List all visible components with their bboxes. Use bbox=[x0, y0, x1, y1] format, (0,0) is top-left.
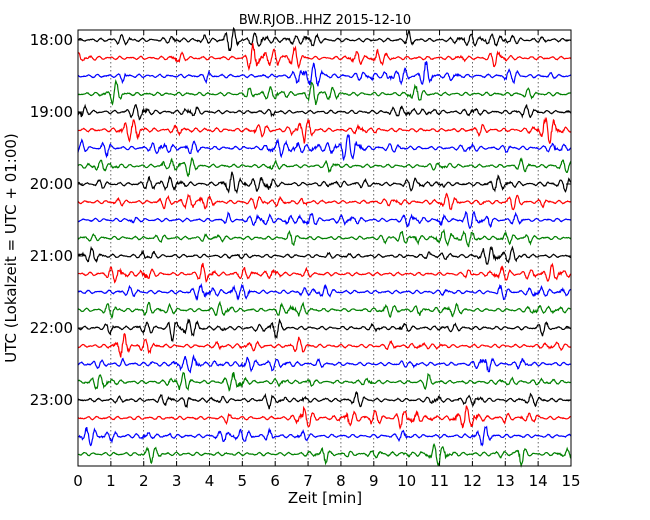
x-tick-label: 8 bbox=[336, 472, 346, 490]
seismogram-trace bbox=[77, 78, 572, 106]
seismogram-trace bbox=[77, 354, 572, 374]
seismogram-trace bbox=[77, 318, 572, 343]
x-tick-label: 9 bbox=[369, 472, 379, 490]
x-tick-label: 13 bbox=[496, 472, 515, 490]
y-tick-label: 21:00 bbox=[30, 247, 73, 265]
seismogram-trace bbox=[77, 192, 572, 211]
x-tick-label: 15 bbox=[561, 472, 580, 490]
seismogram-trace bbox=[77, 405, 572, 430]
seismogram-trace bbox=[77, 300, 572, 319]
seismogram-trace bbox=[77, 43, 572, 72]
chart-title: BW.RJOB..HHZ 2015-12-10 bbox=[239, 13, 411, 28]
seismogram-trace bbox=[77, 61, 572, 87]
y-tick-label: 22:00 bbox=[30, 319, 73, 337]
x-tick-label: 11 bbox=[430, 472, 449, 490]
seismogram-trace bbox=[77, 245, 572, 265]
x-tick-label: 12 bbox=[463, 472, 482, 490]
x-tick-label: 4 bbox=[205, 472, 215, 490]
seismogram-trace bbox=[77, 390, 572, 410]
seismogram-trace bbox=[77, 210, 572, 229]
y-tick-label: 18:00 bbox=[30, 31, 73, 49]
x-tick-label: 2 bbox=[139, 472, 149, 490]
x-tick-label: 0 bbox=[73, 472, 83, 490]
x-tick-label: 10 bbox=[397, 472, 416, 490]
seismogram-trace bbox=[77, 133, 572, 162]
seismogram-trace bbox=[77, 262, 572, 284]
x-tick-label: 14 bbox=[529, 472, 548, 490]
x-axis: 0 1 2 3 4 5 6 7 8 9 10 11 12 13 14 15 bbox=[73, 30, 581, 490]
seismogram-trace bbox=[77, 103, 572, 121]
x-tick-label: 3 bbox=[172, 472, 182, 490]
x-tick-label: 1 bbox=[106, 472, 116, 490]
x-tick-label: 7 bbox=[303, 472, 313, 490]
seismogram-trace bbox=[77, 171, 572, 195]
x-axis-label: Zeit [min] bbox=[288, 489, 362, 507]
seismogram-trace bbox=[77, 26, 572, 52]
seismogram-trace bbox=[77, 116, 572, 145]
traces bbox=[77, 26, 572, 469]
seismogram-trace bbox=[77, 332, 572, 358]
y-tick-label: 19:00 bbox=[30, 103, 73, 121]
x-tick-label: 5 bbox=[238, 472, 248, 490]
y-axis: 18:00 19:00 20:00 21:00 22:00 23:00 bbox=[30, 31, 571, 409]
seismogram-trace bbox=[77, 442, 572, 469]
y-tick-label: 20:00 bbox=[30, 175, 73, 193]
y-tick-label: 23:00 bbox=[30, 391, 73, 409]
x-tick-label: 6 bbox=[270, 472, 280, 490]
plot-frame bbox=[77, 29, 572, 467]
seismogram-trace bbox=[77, 425, 572, 447]
grid bbox=[110, 30, 539, 466]
seismogram-trace bbox=[77, 282, 572, 301]
y-axis-label: UTC (Lokalzeit = UTC + 01:00) bbox=[2, 133, 20, 363]
seismogram-trace bbox=[77, 371, 572, 392]
seismogram-trace bbox=[77, 157, 572, 178]
seismogram-trace bbox=[77, 228, 572, 248]
